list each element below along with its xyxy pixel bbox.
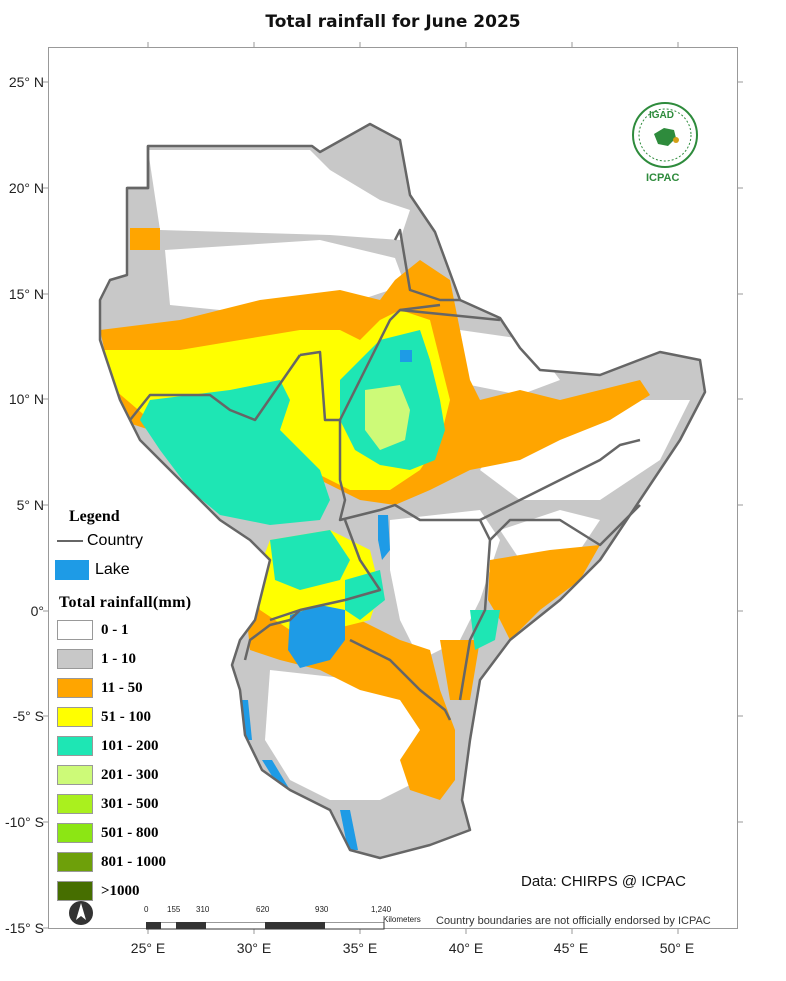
- lat-label-5n: 5° N: [16, 497, 44, 513]
- lat-label-15n: 15° N: [8, 286, 44, 302]
- scale-tick-310: 310: [196, 905, 210, 914]
- class-label: >1000: [101, 882, 140, 899]
- legend-class-row: 801 - 1000: [57, 852, 166, 872]
- scale-bar: [145, 917, 386, 935]
- lat-label-20n: 20° N: [8, 180, 44, 196]
- class-swatch: [57, 736, 93, 756]
- class-swatch: [57, 852, 93, 872]
- lat-label-5s: -5° S: [12, 708, 44, 724]
- icpac-logo-text: ICPAC: [646, 172, 680, 184]
- scale-bar-graphic: [145, 921, 385, 930]
- class-label: 501 - 800: [101, 824, 159, 841]
- igad-logo: IGAD ICPAC: [630, 100, 700, 190]
- legend-country-label: Country: [87, 532, 144, 549]
- scale-tick-0: 0: [144, 905, 149, 914]
- scale-tick-620: 620: [256, 905, 270, 914]
- legend-class-row: 101 - 200: [57, 736, 159, 756]
- class-swatch: [57, 620, 93, 640]
- igad-emblem-icon: [632, 102, 698, 168]
- boundary-disclaimer: Country boundaries are not officially en…: [436, 915, 711, 927]
- lat-label-10s: -10° S: [4, 814, 44, 830]
- class-label: 801 - 1000: [101, 853, 166, 870]
- legend-class-row: 51 - 100: [57, 707, 151, 727]
- class-label: 201 - 300: [101, 766, 159, 783]
- class-swatch: [57, 823, 93, 843]
- class-swatch: [57, 678, 93, 698]
- scale-tick-930: 930: [315, 905, 329, 914]
- legend-lake-row: Lake: [55, 560, 130, 580]
- scale-tick-1240: 1,240: [371, 905, 392, 914]
- legend-title: Legend: [69, 508, 120, 525]
- map-frame: [48, 47, 738, 929]
- country-line-icon: [57, 540, 83, 542]
- lat-label-10n: 10° N: [8, 391, 44, 407]
- lon-label-40e: 40° E: [448, 940, 484, 956]
- scale-tick-155: 155: [167, 905, 181, 914]
- lat-label-0: 0°: [30, 603, 44, 619]
- lat-label-25n: 25° N: [8, 74, 44, 90]
- class-swatch: [57, 794, 93, 814]
- class-label: 101 - 200: [101, 737, 159, 754]
- legend-class-row: 201 - 300: [57, 765, 159, 785]
- legend-class-row: >1000: [57, 881, 140, 901]
- class-swatch: [57, 649, 93, 669]
- igad-logo-top-text: IGAD: [649, 110, 674, 121]
- lon-label-50e: 50° E: [659, 940, 695, 956]
- legend-lake-label: Lake: [95, 561, 130, 578]
- legend-rain-title: Total rainfall(mm): [59, 594, 192, 611]
- class-label: 1 - 10: [101, 650, 136, 667]
- legend-class-row: 301 - 500: [57, 794, 159, 814]
- class-label: 51 - 100: [101, 708, 151, 725]
- lon-label-30e: 30° E: [236, 940, 272, 956]
- class-label: 11 - 50: [101, 679, 143, 696]
- class-swatch: [57, 881, 93, 901]
- class-swatch: [57, 707, 93, 727]
- class-label: 301 - 500: [101, 795, 159, 812]
- legend-country-row: Country: [57, 532, 143, 550]
- legend-class-row: 0 - 1: [57, 620, 129, 640]
- data-credits: Data: CHIRPS @ ICPAC: [521, 873, 686, 890]
- scale-unit: Kilometers: [383, 915, 421, 924]
- class-label: 0 - 1: [101, 621, 129, 638]
- legend-class-row: 501 - 800: [57, 823, 159, 843]
- lake-swatch: [55, 560, 89, 580]
- map-title: Total rainfall for June 2025: [265, 12, 521, 32]
- class-swatch: [57, 765, 93, 785]
- lat-label-15s: -15° S: [4, 920, 44, 936]
- lon-label-45e: 45° E: [553, 940, 589, 956]
- legend-class-row: 11 - 50: [57, 678, 143, 698]
- north-arrow-icon: [69, 901, 93, 925]
- lon-label-25e: 25° E: [130, 940, 166, 956]
- lon-label-35e: 35° E: [342, 940, 378, 956]
- legend-class-row: 1 - 10: [57, 649, 136, 669]
